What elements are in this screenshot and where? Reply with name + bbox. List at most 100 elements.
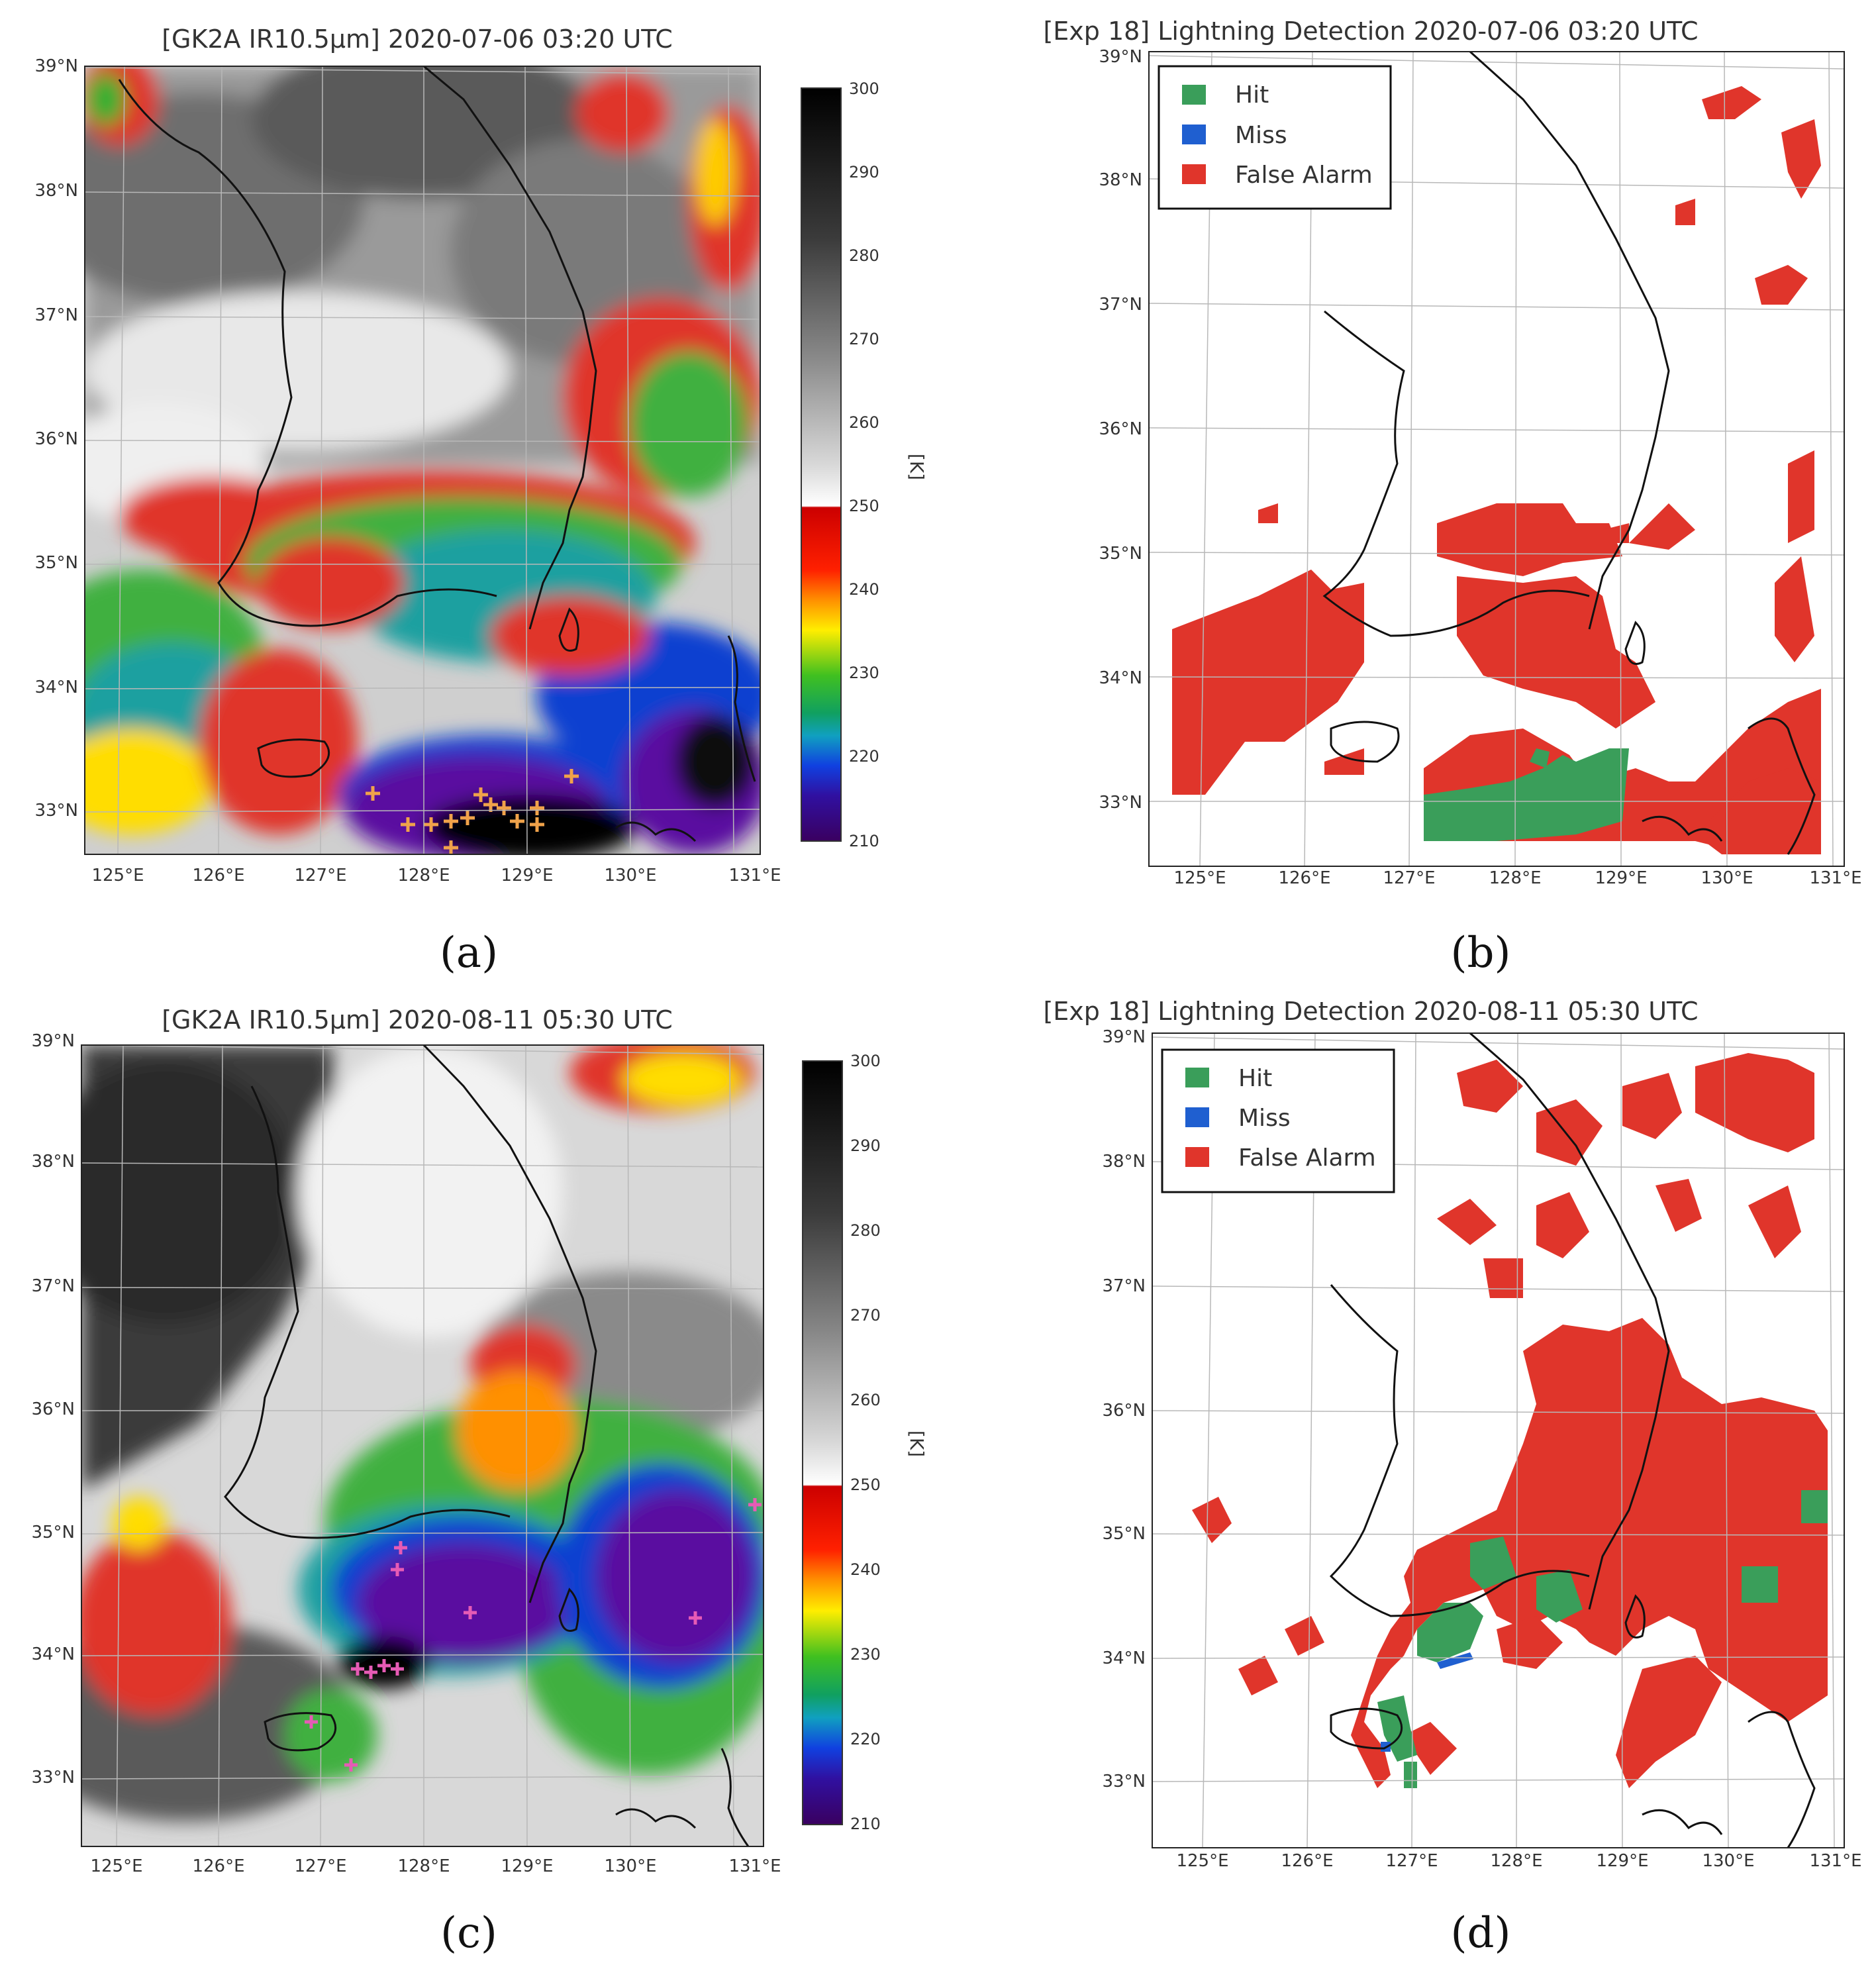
svg-text:260: 260 — [849, 413, 879, 432]
svg-text:36°N: 36°N — [31, 1399, 75, 1419]
svg-text:39°N: 39°N — [34, 56, 78, 76]
svg-text:230: 230 — [849, 664, 879, 682]
svg-text:128°E: 128°E — [397, 866, 450, 885]
svg-text:36°N: 36°N — [34, 429, 78, 449]
svg-text:230: 230 — [850, 1645, 881, 1664]
svg-text:131°E: 131°E — [1809, 868, 1861, 888]
panel-a-colorbar: 300 290 280 270 260 250 240 230 220 210 … — [801, 79, 928, 850]
legend-hit-swatch — [1185, 1068, 1209, 1087]
panel-d-frame — [1152, 1032, 1845, 1848]
svg-text:126°E: 126°E — [192, 866, 244, 885]
svg-text:130°E: 130°E — [1701, 868, 1753, 888]
svg-text:38°N: 38°N — [1099, 170, 1142, 190]
panel-a: [GK2A IR10.5μm] 2020-07-06 03:20 UTC — [34, 25, 928, 978]
svg-text:128°E: 128°E — [1489, 868, 1541, 888]
svg-text:33°N: 33°N — [34, 801, 78, 821]
panel-c-colorbar: 300 290 280 270 260 250 240 230 220 210 … — [802, 1052, 928, 1833]
panel-c-frame — [81, 1044, 764, 1847]
svg-text:35°N: 35°N — [1099, 544, 1142, 564]
svg-text:129°E: 129°E — [501, 866, 553, 885]
svg-text:128°E: 128°E — [397, 1856, 450, 1876]
svg-text:38°N: 38°N — [1102, 1152, 1146, 1172]
panel-c-gridlines — [81, 1045, 764, 1846]
panel-d-title: [Exp 18] Lightning Detection 2020-08-11 … — [1043, 997, 1698, 1026]
svg-text:125°E: 125°E — [1173, 868, 1226, 888]
svg-text:280: 280 — [849, 246, 879, 265]
panel-d-caption: (d) — [1451, 1909, 1511, 1958]
svg-text:38°N: 38°N — [34, 181, 78, 201]
svg-text:39°N: 39°N — [1099, 47, 1142, 67]
panel-c-caption: (c) — [440, 1909, 497, 1958]
panel-a-coastline — [118, 66, 756, 842]
svg-text:39°N: 39°N — [31, 1031, 75, 1051]
svg-text:300: 300 — [850, 1052, 881, 1070]
panel-b-frame — [1148, 51, 1845, 867]
panel-a-lon-labels: 125°E 126°E 127°E 128°E 129°E 130°E 131°… — [91, 866, 781, 885]
legend-false-alarm-label: False Alarm — [1235, 162, 1373, 189]
svg-text:129°E: 129°E — [501, 1856, 553, 1876]
legend-hit-swatch — [1182, 85, 1206, 105]
panel-b-title: [Exp 18] Lightning Detection 2020-07-06 … — [1043, 17, 1698, 46]
legend-miss-label: Miss — [1238, 1105, 1291, 1132]
panel-a-frame — [84, 66, 761, 855]
panel-c-lightning-markers — [305, 1498, 762, 1772]
panel-a-gridlines — [85, 66, 760, 854]
svg-text:129°E: 129°E — [1595, 868, 1647, 888]
svg-text:36°N: 36°N — [1099, 419, 1142, 439]
panel-b-legend: Hit Miss False Alarm — [1158, 65, 1392, 210]
panel-c-coastline — [224, 1045, 750, 1846]
legend-false-alarm-swatch — [1185, 1147, 1209, 1167]
panel-c: [GK2A IR10.5μm] 2020-08-11 05:30 UTC — [31, 1005, 928, 1958]
panel-b-lon-labels: 125°E 126°E 127°E 128°E 129°E 130°E 131°… — [1173, 868, 1861, 888]
svg-text:37°N: 37°N — [1099, 295, 1142, 315]
svg-text:270: 270 — [850, 1306, 881, 1325]
panel-a-colorbar-unit: [K] — [906, 454, 928, 480]
svg-text:127°E: 127°E — [1383, 868, 1435, 888]
panel-a-map — [85, 66, 760, 854]
legend-hit-label: Hit — [1235, 81, 1269, 109]
svg-text:300: 300 — [849, 79, 879, 98]
panel-d: [Exp 18] Lightning Detection 2020-08-11 … — [1043, 997, 1861, 1958]
svg-text:130°E: 130°E — [604, 866, 656, 885]
svg-text:220: 220 — [849, 747, 879, 766]
legend-miss-label: Miss — [1235, 122, 1287, 149]
svg-text:250: 250 — [849, 497, 879, 515]
svg-text:129°E: 129°E — [1596, 1851, 1648, 1871]
svg-text:34°N: 34°N — [1099, 668, 1142, 688]
legend-miss-swatch — [1185, 1107, 1209, 1127]
legend-false-alarm-label: False Alarm — [1238, 1144, 1376, 1172]
svg-text:210: 210 — [849, 832, 879, 850]
panel-a-title: [GK2A IR10.5μm] 2020-07-06 03:20 UTC — [162, 25, 673, 54]
svg-text:126°E: 126°E — [1278, 868, 1330, 888]
panel-d-legend: Hit Miss False Alarm — [1161, 1048, 1395, 1193]
legend-miss-swatch — [1182, 125, 1206, 144]
panel-d-coastline — [1329, 1033, 1816, 1848]
svg-text:125°E: 125°E — [90, 1856, 142, 1876]
svg-text:290: 290 — [850, 1136, 881, 1155]
panel-c-map — [81, 1045, 764, 1846]
svg-text:290: 290 — [849, 163, 879, 181]
svg-text:39°N: 39°N — [1102, 1027, 1146, 1047]
svg-text:33°N: 33°N — [1102, 1772, 1146, 1791]
svg-text:36°N: 36°N — [1102, 1401, 1146, 1421]
svg-text:35°N: 35°N — [1102, 1524, 1146, 1544]
svg-text:127°E: 127°E — [294, 866, 346, 885]
svg-text:35°N: 35°N — [31, 1523, 75, 1542]
svg-text:220: 220 — [850, 1730, 881, 1748]
panel-d-lon-labels: 125°E 126°E 127°E 128°E 129°E 130°E 131°… — [1176, 1851, 1861, 1871]
svg-text:240: 240 — [850, 1560, 881, 1579]
svg-text:131°E: 131°E — [728, 1856, 781, 1876]
panel-a-caption: (a) — [440, 929, 498, 978]
svg-text:37°N: 37°N — [31, 1276, 75, 1296]
svg-text:34°N: 34°N — [31, 1644, 75, 1664]
svg-text:34°N: 34°N — [34, 678, 78, 697]
svg-text:260: 260 — [850, 1391, 881, 1409]
svg-text:128°E: 128°E — [1490, 1851, 1542, 1871]
legend-false-alarm-swatch — [1182, 164, 1206, 184]
svg-text:127°E: 127°E — [1385, 1851, 1438, 1871]
panel-b-coastline — [1322, 52, 1816, 855]
svg-text:38°N: 38°N — [31, 1152, 75, 1172]
svg-text:126°E: 126°E — [1281, 1851, 1333, 1871]
svg-text:240: 240 — [849, 580, 879, 599]
